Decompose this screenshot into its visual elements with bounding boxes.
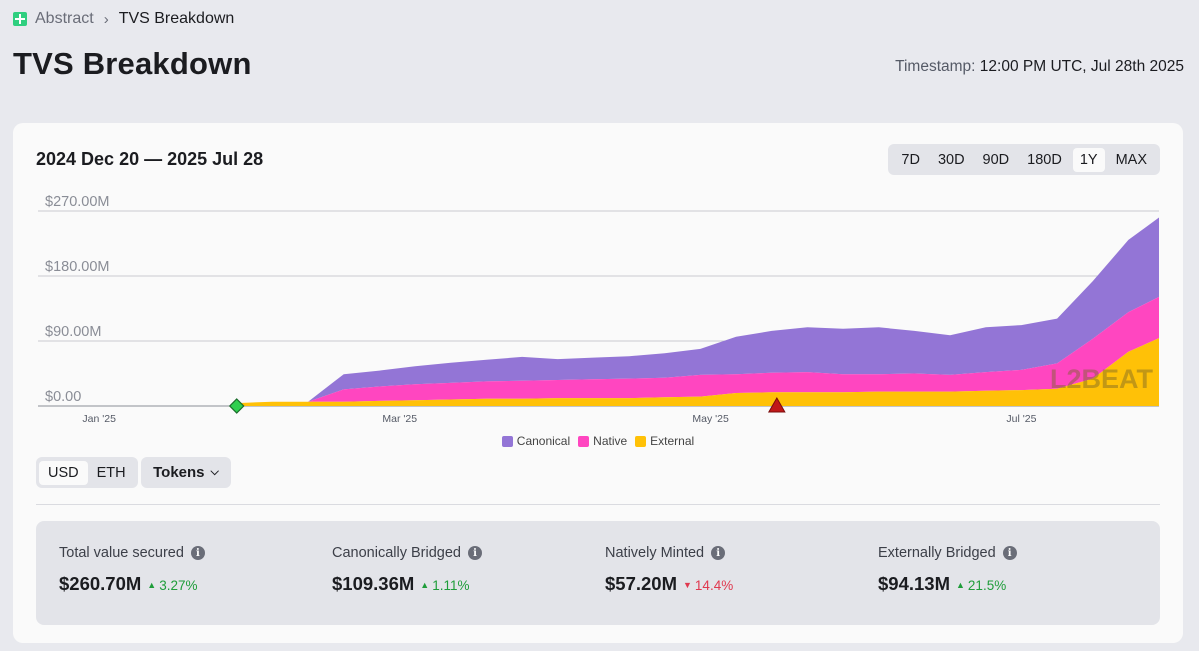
abstract-logo-icon: [13, 12, 27, 26]
x-tick-label: Mar '25: [382, 413, 417, 425]
stat-natively-minted: Natively Minted i $57.20M ▼ 14.4%: [605, 545, 733, 595]
tvs-breakdown-card: 2024 Dec 20 — 2025 Jul 28 7D 30D 90D 180…: [13, 123, 1183, 643]
y-tick-label: $0.00: [45, 389, 81, 405]
stat-canonically-bridged: Canonically Bridged i $109.36M ▲ 1.11%: [332, 545, 482, 595]
range-button-30d[interactable]: 30D: [937, 151, 965, 168]
stat-label: Canonically Bridged: [332, 545, 461, 561]
currency-eth-button[interactable]: ETH: [96, 464, 126, 481]
currency-usd-button[interactable]: USD: [39, 460, 88, 485]
timestamp-value: 12:00 PM UTC, Jul 28th 2025: [979, 58, 1184, 75]
y-tick-label: $90.00M: [45, 324, 101, 340]
area-native: [236, 296, 1159, 404]
stat-change-value: 14.4%: [694, 578, 734, 593]
y-tick-label: $270.00M: [45, 194, 110, 210]
timestamp: Timestamp: 12:00 PM UTC, Jul 28th 2025: [895, 58, 1184, 76]
tokens-dropdown-label: Tokens: [153, 464, 205, 481]
stats-panel: Total value secured i $260.70M ▲ 3.27% Ca…: [36, 521, 1160, 625]
info-icon[interactable]: i: [190, 546, 205, 560]
info-icon[interactable]: i: [1002, 546, 1017, 560]
x-tick-label: May '25: [692, 413, 729, 425]
stat-label: Total value secured: [59, 545, 184, 561]
legend-label-native: Native: [593, 434, 628, 448]
page-title: TVS Breakdown: [13, 46, 252, 81]
breadcrumb: Abstract › TVS Breakdown: [13, 10, 234, 28]
canonical-swatch: [501, 435, 513, 447]
stat-label: Natively Minted: [605, 545, 705, 561]
range-button-7d[interactable]: 7D: [901, 151, 920, 168]
stat-label: Externally Bridged: [878, 545, 996, 561]
time-range-selector: 7D 30D 90D 180D 1Y MAX: [888, 144, 1160, 175]
chevron-down-icon: ⌵: [210, 466, 219, 478]
range-button-max[interactable]: MAX: [1115, 151, 1147, 168]
stat-change: ▲ 1.11%: [420, 578, 469, 593]
chevron-right-icon: ›: [103, 10, 109, 28]
area-external: [236, 338, 1159, 406]
stat-change: ▲ 21.5%: [956, 578, 1006, 593]
diamond-marker-icon: [228, 398, 245, 414]
arrow-up-icon: ▲: [420, 580, 430, 590]
l2beat-watermark: L2BEAT: [1050, 364, 1154, 394]
area-canonical: [236, 217, 1159, 404]
stat-value: $260.70M: [59, 573, 142, 594]
stat-value: $94.13M: [878, 573, 950, 594]
breadcrumb-current: TVS Breakdown: [118, 10, 235, 27]
legend-item-external[interactable]: External: [635, 434, 694, 448]
arrow-up-icon: ▲: [956, 580, 965, 590]
stat-change-value: 3.27%: [159, 578, 198, 593]
range-button-90d[interactable]: 90D: [982, 151, 1010, 168]
arrow-down-icon: ▼: [683, 580, 692, 590]
info-icon[interactable]: i: [467, 546, 482, 560]
range-button-1y[interactable]: 1Y: [1072, 147, 1105, 172]
tvs-stacked-area-chart[interactable]: $270.00M $180.00M $90.00M $0.00 L2BEAT Jan '2…: [13, 183, 1183, 428]
external-swatch: [635, 435, 647, 447]
x-tick-label: Jul '25: [1006, 413, 1036, 425]
legend-item-native[interactable]: Native: [578, 434, 627, 448]
stat-value: $109.36M: [332, 573, 415, 594]
triangle-marker-icon: [767, 396, 786, 413]
range-button-180d[interactable]: 180D: [1027, 151, 1062, 168]
y-tick-label: $180.00M: [45, 259, 110, 275]
legend-label-canonical: Canonical: [516, 434, 571, 448]
stat-value: $57.20M: [605, 573, 677, 594]
stat-change: ▲ 3.27%: [147, 578, 197, 593]
native-swatch: [578, 435, 590, 447]
timestamp-label: Timestamp:: [895, 58, 976, 75]
divider: [36, 504, 1160, 505]
stat-change-value: 1.11%: [432, 578, 470, 593]
x-tick-label: Jan '25: [82, 413, 116, 425]
stat-externally-bridged: Externally Bridged i $94.13M ▲ 21.5%: [878, 545, 1017, 595]
breadcrumb-root-link[interactable]: Abstract: [35, 10, 94, 27]
stat-change: ▼ 14.4%: [683, 578, 733, 593]
legend-label-external: External: [650, 434, 695, 448]
arrow-up-icon: ▲: [147, 580, 157, 590]
tokens-dropdown[interactable]: Tokens ⌵: [141, 457, 231, 488]
stat-change-value: 21.5%: [967, 578, 1007, 593]
date-range-title: 2024 Dec 20 — 2025 Jul 28: [36, 149, 264, 169]
currency-toggle: USD ETH: [36, 457, 138, 488]
info-icon[interactable]: i: [711, 546, 726, 560]
legend-item-canonical[interactable]: Canonical: [501, 434, 571, 448]
chart-legend: Canonical Native External: [13, 434, 1183, 448]
stat-total-value-secured: Total value secured i $260.70M ▲ 3.27%: [59, 545, 205, 595]
